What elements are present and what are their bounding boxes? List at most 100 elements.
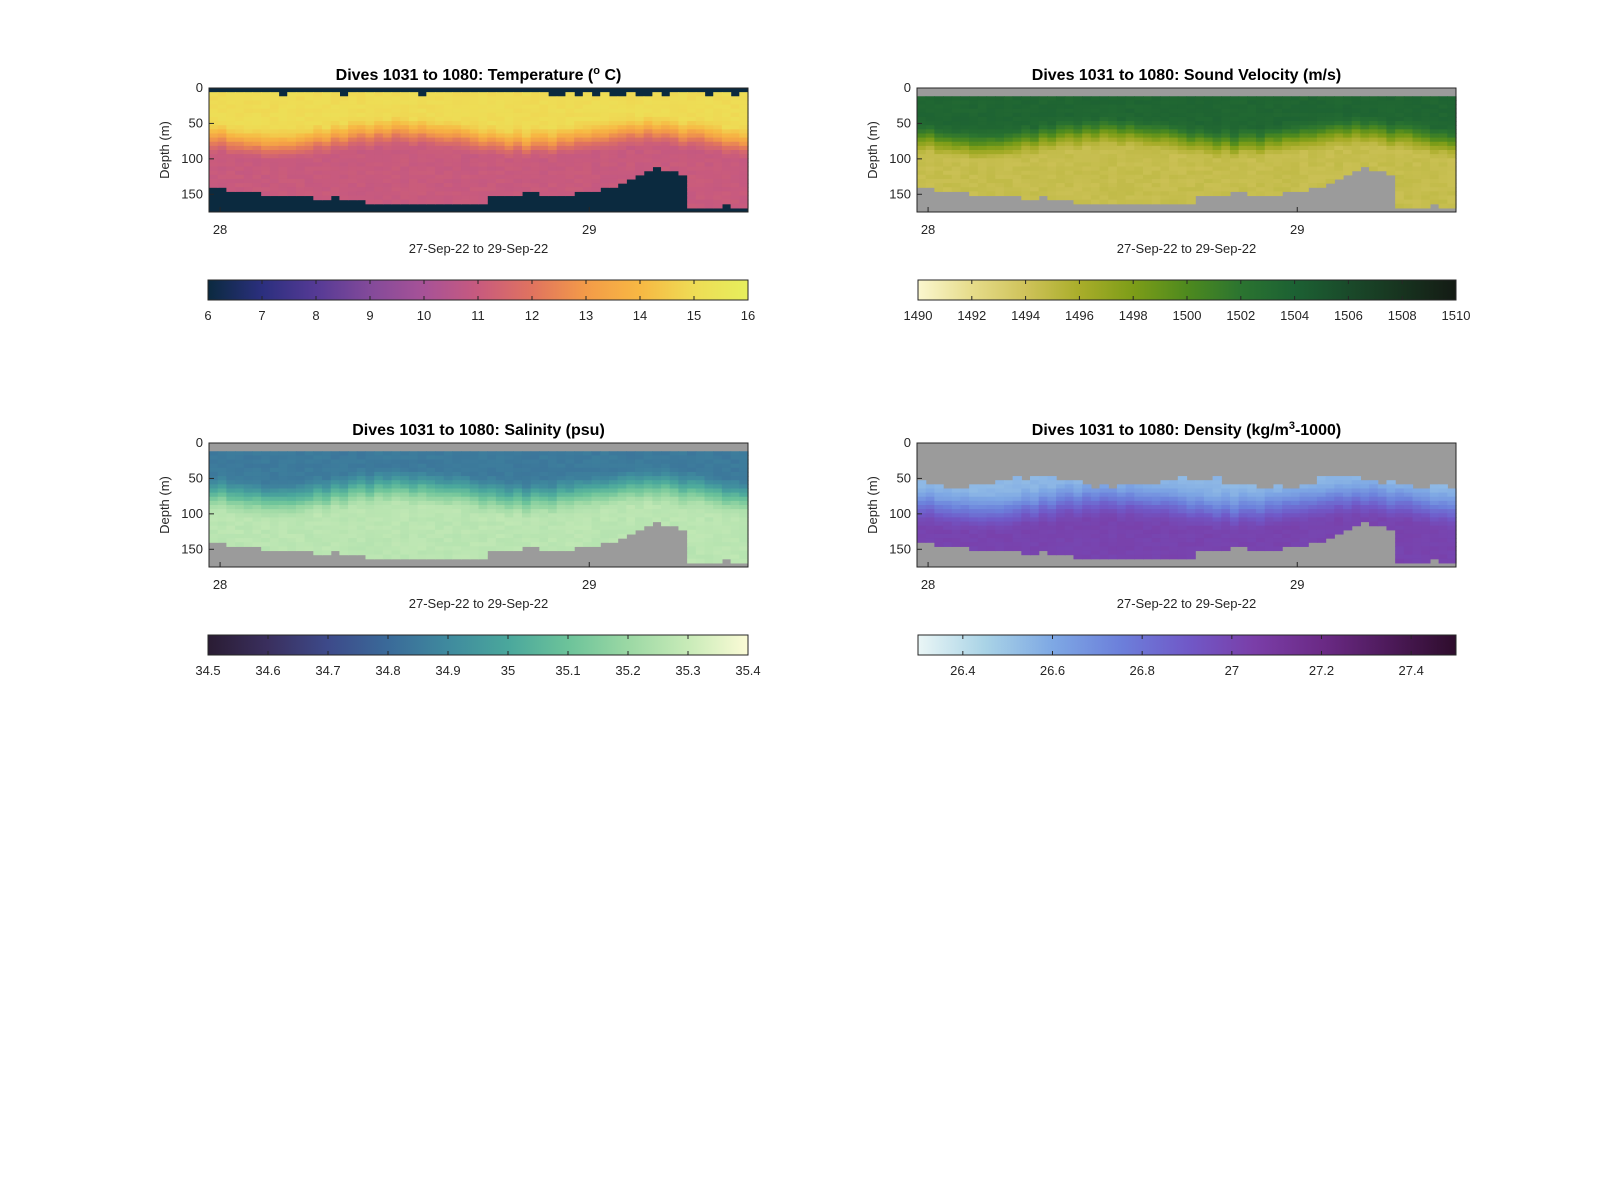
heatmap-cell <box>356 183 367 188</box>
heatmap-cell <box>443 509 454 514</box>
heatmap-cell <box>391 183 401 188</box>
heatmap-cell <box>1369 158 1379 163</box>
heatmap-cell <box>235 116 245 122</box>
heatmap-cell <box>565 471 575 477</box>
heatmap-cell <box>626 145 636 151</box>
heatmap-cell <box>695 463 706 469</box>
heatmap-cell <box>687 480 697 485</box>
heatmap-cell <box>977 492 988 498</box>
heatmap-cell <box>652 104 662 110</box>
heatmap-cell <box>287 108 297 114</box>
heatmap-cell <box>721 517 732 523</box>
heatmap-cell <box>243 141 254 147</box>
heatmap-cell <box>382 116 393 122</box>
heatmap-cell <box>217 459 227 465</box>
heatmap-cell <box>1186 121 1196 126</box>
heatmap-cell <box>330 459 340 465</box>
heatmap-cell <box>1229 162 1240 168</box>
heatmap-cell <box>278 129 288 135</box>
heatmap-cell <box>582 92 593 97</box>
heatmap-cell <box>1412 137 1422 143</box>
heatmap-cell <box>235 455 245 461</box>
heatmap-cell <box>252 496 262 502</box>
heatmap-cell <box>574 162 584 168</box>
heatmap-cell <box>1316 137 1327 143</box>
heatmap-cell <box>704 121 714 126</box>
heatmap-cell <box>556 455 567 461</box>
heatmap-cell <box>960 145 970 151</box>
heatmap-cell <box>1299 187 1309 192</box>
heatmap-cell <box>652 116 662 122</box>
heatmap-cell <box>435 542 445 547</box>
heatmap-cell <box>478 154 488 159</box>
heatmap-cell <box>1082 484 1092 490</box>
heatmap-cell <box>713 492 723 498</box>
heatmap-cell <box>295 174 306 180</box>
heatmap-cell <box>1395 154 1405 159</box>
heatmap-cell <box>1221 150 1231 155</box>
heatmap-cell <box>469 145 480 151</box>
heatmap-cell <box>1412 145 1422 151</box>
heatmap-cell <box>574 166 584 172</box>
heatmap-cell <box>565 154 575 159</box>
heatmap-cell <box>269 471 280 477</box>
heatmap-cell <box>1438 125 1448 130</box>
heatmap-cell <box>521 496 532 502</box>
heatmap-cell <box>261 500 271 506</box>
heatmap-cell <box>217 451 227 456</box>
heatmap-cell <box>1421 141 1431 147</box>
heatmap-cell <box>1108 158 1118 163</box>
heatmap-cell <box>1186 137 1196 143</box>
heatmap-cell <box>626 174 636 180</box>
heatmap-cell <box>678 166 688 172</box>
heatmap-cell <box>261 129 271 135</box>
heatmap-cell <box>951 141 962 147</box>
heatmap-cell <box>1421 183 1431 188</box>
heatmap-cell <box>348 166 358 172</box>
heatmap-cell <box>730 125 740 130</box>
heatmap-cell <box>478 150 488 155</box>
heatmap-cell <box>1299 170 1309 176</box>
heatmap-cell <box>252 178 262 184</box>
heatmap-cell <box>400 517 410 523</box>
heatmap-cell <box>600 133 610 139</box>
heatmap-cell <box>652 463 662 469</box>
heatmap-cell <box>574 158 584 163</box>
heatmap-cell <box>426 166 436 172</box>
heatmap-cell <box>608 170 619 176</box>
heatmap-cell <box>287 150 297 155</box>
heatmap-cell <box>739 137 749 143</box>
heatmap-cell <box>1325 116 1335 122</box>
heatmap-cell <box>608 459 619 465</box>
heatmap-cell <box>1212 154 1222 159</box>
heatmap-cell <box>1412 116 1422 122</box>
heatmap-cell <box>304 459 314 465</box>
heatmap-cell <box>934 158 944 163</box>
heatmap-cell <box>1395 108 1405 114</box>
heatmap-cell <box>1177 174 1188 180</box>
heatmap-cell <box>1247 108 1257 114</box>
heatmap-cell <box>365 554 375 560</box>
heatmap-cell <box>695 203 706 209</box>
heatmap-cell <box>1082 170 1092 176</box>
heatmap-cell <box>261 451 271 456</box>
heatmap-cell <box>287 463 297 469</box>
heatmap-cell <box>348 154 358 159</box>
heatmap-cell <box>235 183 245 188</box>
heatmap-cell <box>287 488 297 494</box>
heatmap-cell <box>643 505 653 510</box>
heatmap-cell <box>591 525 601 531</box>
heatmap-cell <box>608 529 619 535</box>
heatmap-cell <box>1064 500 1075 506</box>
heatmap-cell <box>934 538 944 543</box>
heatmap-cell <box>1438 191 1448 197</box>
heatmap-cell <box>1421 116 1431 122</box>
heatmap-cell <box>313 187 323 192</box>
heatmap-cell <box>504 121 514 126</box>
heatmap-cell <box>1386 162 1396 168</box>
heatmap-cell <box>591 158 601 163</box>
heatmap-cell <box>1047 96 1057 101</box>
heatmap-cell <box>521 150 532 155</box>
heatmap-cell <box>1012 137 1022 143</box>
heatmap-cell <box>1073 133 1083 139</box>
